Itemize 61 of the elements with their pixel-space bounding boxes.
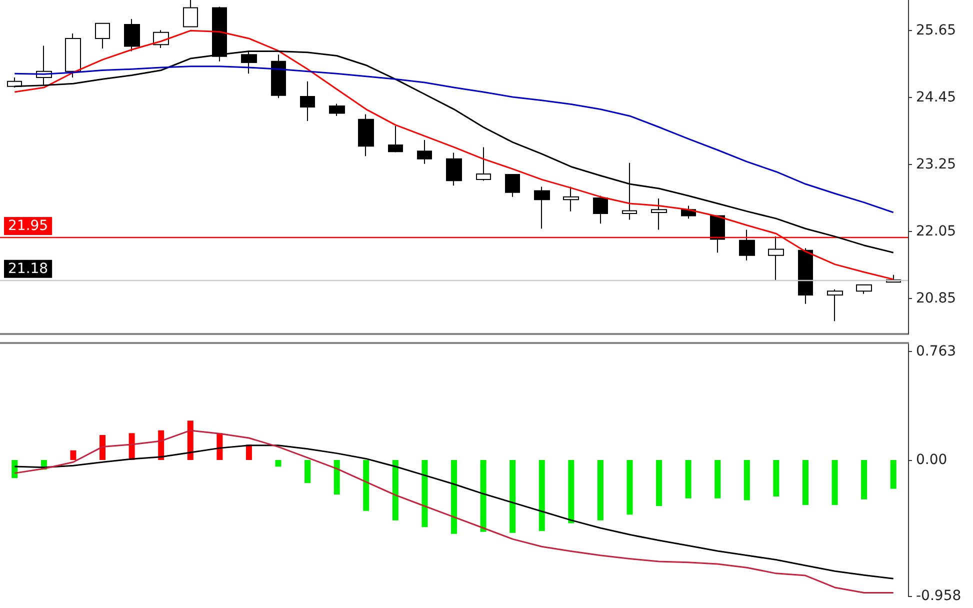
bar xyxy=(392,460,398,520)
bar xyxy=(656,460,662,506)
bar xyxy=(714,460,721,498)
candlestick xyxy=(651,198,667,230)
candlestick xyxy=(534,186,550,230)
bar xyxy=(861,460,868,500)
bar xyxy=(480,460,486,532)
bar xyxy=(100,435,106,460)
y-tick-label: 24.45 xyxy=(916,90,956,106)
bar xyxy=(363,460,370,511)
candlestick xyxy=(563,186,579,212)
bar xyxy=(685,460,692,498)
bar xyxy=(451,460,457,534)
bar xyxy=(744,460,750,500)
bar xyxy=(304,460,311,483)
candlestick xyxy=(95,22,110,50)
y-tick-label: 23.25 xyxy=(916,156,956,172)
bar xyxy=(334,460,340,494)
candlestick xyxy=(329,103,345,116)
y-tick-label: 25.65 xyxy=(916,22,956,39)
candlestick xyxy=(827,288,843,322)
bar xyxy=(802,460,808,505)
candlestick xyxy=(593,195,608,224)
candlestick xyxy=(65,32,81,78)
bar xyxy=(832,460,838,505)
candlestick xyxy=(417,139,432,164)
candlestick xyxy=(710,215,725,254)
bar xyxy=(538,460,545,531)
ref-line-label: 21.18 xyxy=(8,260,48,277)
bar xyxy=(890,460,896,489)
candlestick xyxy=(271,54,286,99)
bar xyxy=(568,460,574,524)
candlestick xyxy=(476,146,491,182)
candlestick xyxy=(768,236,784,281)
y-tick-label: 20.85 xyxy=(916,290,956,306)
ref-line-label: 21.95 xyxy=(8,218,48,234)
candlestick xyxy=(124,18,140,52)
candlestick xyxy=(505,174,520,198)
candlestick xyxy=(798,248,813,304)
bar xyxy=(510,460,516,533)
y-tick-label: -0.958 xyxy=(916,588,962,604)
candlestick xyxy=(358,114,374,157)
candlestick xyxy=(739,229,755,261)
candlestick xyxy=(300,80,315,122)
candlestick xyxy=(856,284,872,294)
bar xyxy=(773,460,780,496)
candlestick xyxy=(388,126,403,153)
y-tick-label: 22.05 xyxy=(916,223,956,240)
candlestick xyxy=(622,162,637,220)
candlestick xyxy=(446,152,462,186)
bar xyxy=(626,460,633,515)
bar xyxy=(70,450,76,460)
bar xyxy=(597,460,604,520)
bar xyxy=(246,444,252,460)
candlestick xyxy=(183,0,198,28)
bar xyxy=(275,460,282,467)
y-tick-label: 0.00 xyxy=(916,452,948,468)
bar xyxy=(187,420,194,460)
bar xyxy=(422,460,428,528)
y-tick-label: 0.763 xyxy=(916,344,956,360)
bar xyxy=(12,460,18,478)
